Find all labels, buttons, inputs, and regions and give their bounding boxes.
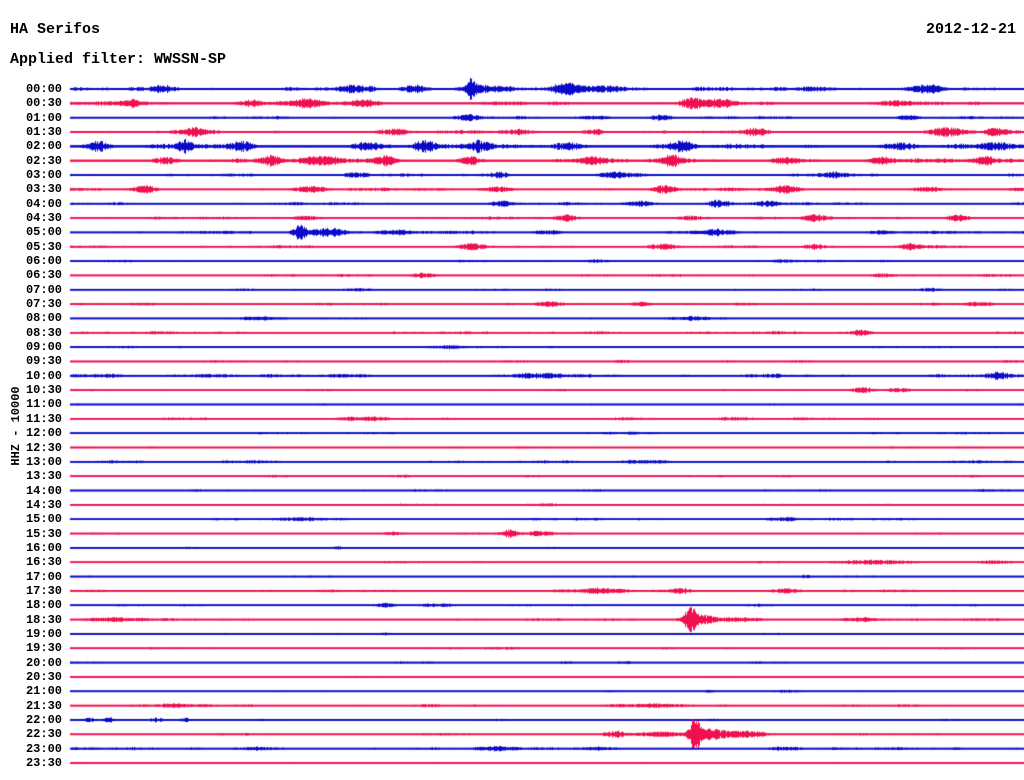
time-label: 17:30 bbox=[25, 583, 62, 598]
time-label: 20:00 bbox=[25, 655, 62, 670]
time-label: 06:00 bbox=[25, 254, 62, 269]
time-label: 09:30 bbox=[25, 354, 62, 369]
time-label: 18:30 bbox=[25, 612, 62, 627]
time-label: 23:30 bbox=[25, 755, 62, 770]
time-label: 16:30 bbox=[25, 555, 62, 570]
time-label: 09:00 bbox=[25, 340, 62, 355]
time-label: 05:00 bbox=[25, 225, 62, 240]
time-label: 19:00 bbox=[25, 626, 62, 641]
time-label: 13:00 bbox=[25, 454, 62, 469]
time-label: 02:00 bbox=[25, 139, 62, 154]
time-label: 17:00 bbox=[25, 569, 62, 584]
time-label: 03:30 bbox=[25, 182, 62, 197]
time-label: 12:30 bbox=[25, 440, 62, 455]
time-label: 04:00 bbox=[25, 196, 62, 211]
time-label: 19:30 bbox=[25, 641, 62, 656]
time-label: 01:00 bbox=[25, 110, 62, 125]
time-label: 08:30 bbox=[25, 325, 62, 340]
time-label: 22:30 bbox=[25, 727, 62, 742]
time-label: 21:30 bbox=[25, 698, 62, 713]
time-label: 23:00 bbox=[25, 741, 62, 756]
time-label: 13:30 bbox=[25, 469, 62, 484]
time-label: 11:00 bbox=[25, 397, 62, 412]
time-label: 07:30 bbox=[25, 297, 62, 312]
time-label: 20:30 bbox=[25, 669, 62, 684]
time-label: 03:00 bbox=[25, 168, 62, 183]
time-label: 12:00 bbox=[25, 426, 62, 441]
time-label: 16:00 bbox=[25, 540, 62, 555]
time-label: 14:30 bbox=[25, 497, 62, 512]
time-label: 22:00 bbox=[25, 712, 62, 727]
time-label: 15:30 bbox=[25, 526, 62, 541]
time-label: 11:30 bbox=[25, 411, 62, 426]
time-label: 07:00 bbox=[25, 282, 62, 297]
time-label: 21:00 bbox=[25, 684, 62, 699]
time-label: 10:00 bbox=[25, 368, 62, 383]
time-label: 08:00 bbox=[25, 311, 62, 326]
time-label: 00:30 bbox=[25, 96, 62, 111]
time-label: 05:30 bbox=[25, 239, 62, 254]
time-label: 18:00 bbox=[25, 598, 62, 613]
time-label: 14:00 bbox=[25, 483, 62, 498]
time-label: 01:30 bbox=[25, 125, 62, 140]
time-label: 06:30 bbox=[25, 268, 62, 283]
time-label: 15:00 bbox=[25, 512, 62, 527]
time-label: 00:00 bbox=[25, 82, 62, 96]
time-label: 02:30 bbox=[25, 153, 62, 168]
time-label: 04:30 bbox=[25, 211, 62, 226]
time-label: 10:30 bbox=[25, 383, 62, 398]
